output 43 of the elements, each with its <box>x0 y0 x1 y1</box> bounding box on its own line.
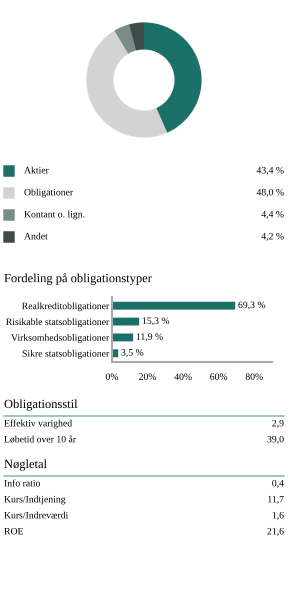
chart-title: Fordeling på obligationstyper <box>4 273 152 285</box>
category-label: Kurs/Indtjening <box>4 496 66 504</box>
donut-slice <box>144 22 202 133</box>
donut-slice <box>128 22 144 51</box>
data-label: 15,3 % <box>142 317 170 326</box>
x-tick-label: 40% <box>174 373 192 380</box>
category-label: Løbetid over 10 år <box>4 435 76 443</box>
legend-label: Andet <box>24 232 48 240</box>
category-label: Kurs/Indreværdi <box>4 512 68 518</box>
text: Nøgletal <box>4 459 47 471</box>
donut-slice <box>114 24 136 54</box>
x-tick-label: 20% <box>139 373 156 380</box>
y-tick-label: Sikre statsobligationer <box>22 350 110 359</box>
category-label: Info ratio <box>4 479 40 486</box>
data-label: 43,4 % <box>256 166 284 175</box>
text: 21,6 <box>267 528 284 536</box>
y-tick-label: Virksomhedsobligationer <box>11 334 110 343</box>
bar <box>112 333 134 342</box>
data-label: 4,4 % <box>262 210 284 219</box>
data-label: 4,2 % <box>262 232 284 241</box>
text: 1,6 <box>272 512 284 520</box>
text: 39,0 <box>267 436 284 444</box>
category-label: ROE <box>4 528 23 534</box>
y-tick-label: Realkreditobligationer <box>22 302 110 312</box>
category-label: Effektiv varighed <box>4 420 72 428</box>
text: Obligationsstil <box>4 399 78 411</box>
x-tick-label: 0% <box>106 373 118 380</box>
legend-label: Aktier <box>24 166 49 174</box>
data-label: 48,0 % <box>256 188 284 197</box>
text: 0,4 <box>272 480 284 488</box>
data-label: 11,9 % <box>136 333 163 342</box>
text: 11,7 <box>268 496 284 504</box>
data-label: 3,5 % <box>121 349 144 358</box>
x-tick-label: 60% <box>210 373 228 380</box>
legend-label: Obligationer <box>24 188 74 198</box>
x-tick-label: 80% <box>246 373 263 380</box>
data-label: 69,3 % <box>238 302 266 310</box>
bar <box>112 302 236 310</box>
y-tick-label: Risikable statsobligationer <box>6 318 110 328</box>
donut-slice <box>86 30 168 138</box>
bar <box>112 318 140 326</box>
legend-label: Kontant o. lign. <box>24 210 84 220</box>
text: 2,9 <box>272 420 284 428</box>
